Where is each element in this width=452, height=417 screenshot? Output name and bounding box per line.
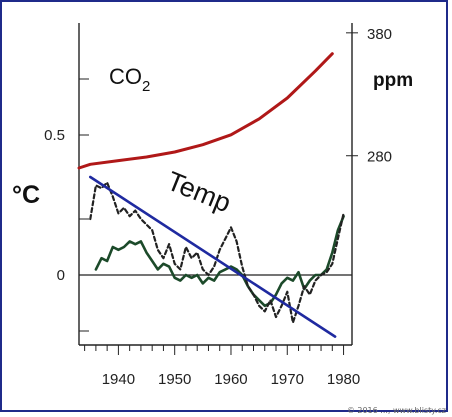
y-left-tick-label: 0 [57,267,65,284]
co2-subscript: 2 [142,78,150,95]
axes-group: 1940 1950 1960 1970 1980 0 0.5 280 380 [44,23,392,388]
y-right-tick-label: 380 [367,26,392,43]
x-tick-label: 1950 [158,371,191,388]
x-tick-label: 1980 [327,371,360,388]
x-tick-label: 1940 [102,371,135,388]
y-right-tick-label: 280 [367,149,392,166]
credit-text: © 2016 ..., www.blisty.cz [346,406,446,415]
co2-annotation: CO2 [109,64,150,95]
co2-series-line [77,52,334,170]
right-axis-unit-label: ppm [373,70,413,91]
x-tick-label: 1970 [271,371,304,388]
series-group [77,52,345,338]
temperature-smoothed-line [94,214,345,308]
temp-annotation: Temp [163,166,235,219]
y-left-tick-label: 0.5 [44,127,65,144]
trend-line [89,175,337,338]
co2-main-text: CO [109,64,142,89]
chart-frame [0,0,448,412]
x-tick-label: 1960 [214,371,247,388]
left-axis-unit-label: °C [12,181,40,209]
